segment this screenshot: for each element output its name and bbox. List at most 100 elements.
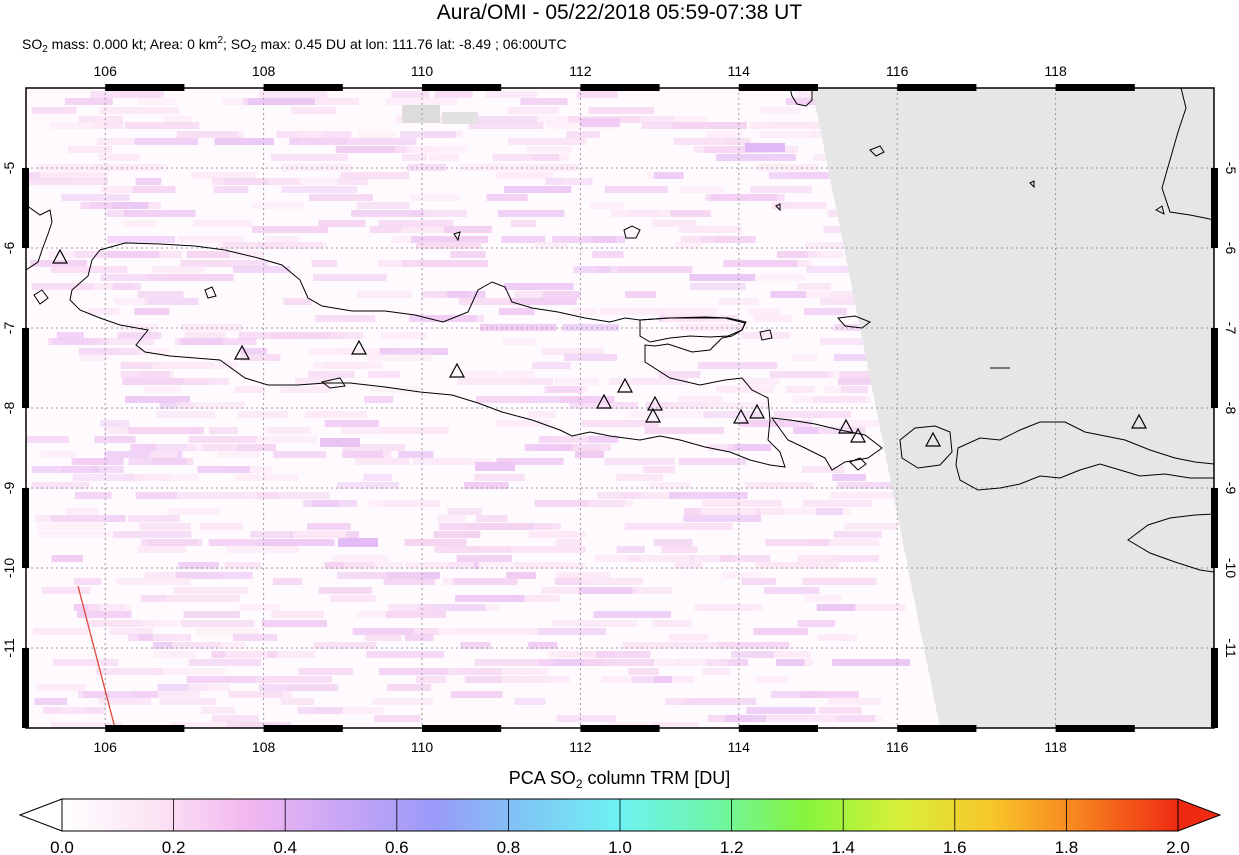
- colorbar-under-arrow: [18, 798, 63, 832]
- so2-pixel: [123, 210, 196, 217]
- so2-pixel: [357, 291, 412, 298]
- so2-pixel: [218, 242, 257, 249]
- so2-pixel: [72, 474, 147, 481]
- so2-pixel: [667, 402, 707, 409]
- so2-subscript: 2: [42, 44, 48, 55]
- so2-pixel: [578, 587, 638, 594]
- so2-pixel: [128, 427, 204, 434]
- so2-pixel: [533, 242, 567, 249]
- so2-pixel: [104, 427, 152, 434]
- so2-pixel: [765, 539, 830, 546]
- so2-pixel: [474, 474, 525, 481]
- so2-pixel: [339, 138, 417, 145]
- so2-pixel: [120, 324, 158, 331]
- so2-pixel: [227, 444, 277, 451]
- so2-pixel: [755, 274, 807, 281]
- so2-pixel: [316, 707, 384, 714]
- so2-pixel: [479, 324, 557, 331]
- so2-pixel: [819, 298, 859, 305]
- so2-pixel: [588, 107, 654, 114]
- so2-pixel: [104, 451, 183, 458]
- so2-pixel: [78, 116, 124, 123]
- so2-pixel: [689, 274, 756, 281]
- so2-pixel: [754, 562, 821, 569]
- so2-pixel: [173, 587, 248, 594]
- so2-pixel: [569, 402, 639, 409]
- lon-tick-label-bottom: 108: [252, 739, 276, 755]
- volcano-triangle: [644, 407, 662, 423]
- frame-bar-top: [1055, 84, 1135, 91]
- so2-pixel: [534, 628, 607, 635]
- so2-pixel: [99, 251, 159, 258]
- so2-pixel: [793, 427, 819, 434]
- so2-pixel: [378, 668, 449, 675]
- so2-pixel: [556, 715, 617, 722]
- no-data-patch: [402, 105, 440, 123]
- so2-pixel: [576, 91, 618, 98]
- so2-pixel: [363, 474, 392, 481]
- so2-pixel: [31, 283, 95, 290]
- so2-pixel: [520, 668, 548, 675]
- so2-pixel: [803, 500, 872, 507]
- so2-pixel: [404, 539, 467, 546]
- so2-pixel: [497, 210, 565, 217]
- so2-pixel: [710, 194, 777, 201]
- so2-pixel: [272, 578, 303, 585]
- volcano-triangle: [1130, 413, 1148, 429]
- so2-pixel: [843, 523, 898, 530]
- so2-pixel: [247, 98, 315, 105]
- so2-pixel: [628, 668, 660, 675]
- so2-pixel: [86, 338, 155, 345]
- so2-pixel: [230, 251, 264, 258]
- so2-pixel: [213, 186, 249, 193]
- so2-pixel: [678, 226, 742, 233]
- so2-pixel: [703, 411, 763, 418]
- colorbar-tick-label: 0.4: [273, 838, 297, 855]
- so2-pixel: [307, 371, 355, 378]
- so2-pixel: [256, 492, 330, 499]
- so2-pixel: [571, 308, 597, 315]
- so2-pixel: [172, 642, 245, 649]
- map-title: Aura/OMI - 05/22/2018 05:59-07:38 UT: [436, 1, 803, 24]
- so2-pixel: [668, 634, 709, 641]
- so2-pixel: [188, 684, 231, 691]
- volcano-triangle: [849, 427, 867, 443]
- so2-pixel: [120, 371, 171, 378]
- so2-pixel: [724, 715, 796, 722]
- so2-pixel: [554, 578, 592, 585]
- so2-pixel: [351, 210, 425, 217]
- colorbar-title-suffix: column TRM [DU]: [582, 768, 731, 788]
- so2-pixel: [693, 146, 753, 153]
- frame-bar-bottom: [263, 725, 343, 732]
- so2-pixel: [191, 172, 257, 179]
- so2-pixel: [524, 444, 601, 451]
- so2-pixel: [802, 578, 877, 585]
- so2-pixel: [534, 500, 589, 507]
- so2-pixel: [741, 578, 777, 585]
- lat-tick-label-right: -6: [1223, 242, 1239, 255]
- so2-pixel: [340, 172, 409, 179]
- so2-pixel: [800, 555, 879, 562]
- so2-pixel: [262, 539, 335, 546]
- coastline-islet-3: [1029, 180, 1035, 189]
- so2-pixel: [318, 220, 366, 227]
- so2-pixel: [120, 362, 173, 369]
- so2-pixel: [112, 531, 192, 538]
- so2-pixel: [768, 172, 832, 179]
- so2-pixel: [514, 562, 586, 569]
- so2-pixel: [178, 562, 219, 569]
- so2-pixel: [506, 546, 586, 553]
- so2-pixel: [750, 186, 812, 193]
- so2-pixel: [251, 202, 304, 209]
- so2-pixel: [180, 338, 257, 345]
- so2-pixel: [358, 131, 396, 138]
- so2-pixel: [34, 698, 68, 705]
- so2-pixel: [819, 707, 862, 714]
- so2-pixel: [29, 178, 108, 185]
- so2-pixel: [701, 402, 770, 409]
- so2-pixel: [134, 138, 199, 145]
- so2-pixel: [323, 362, 383, 369]
- so2-pixel: [496, 458, 564, 465]
- so2-pixel: [366, 651, 445, 658]
- volcano-triangle: [233, 344, 251, 360]
